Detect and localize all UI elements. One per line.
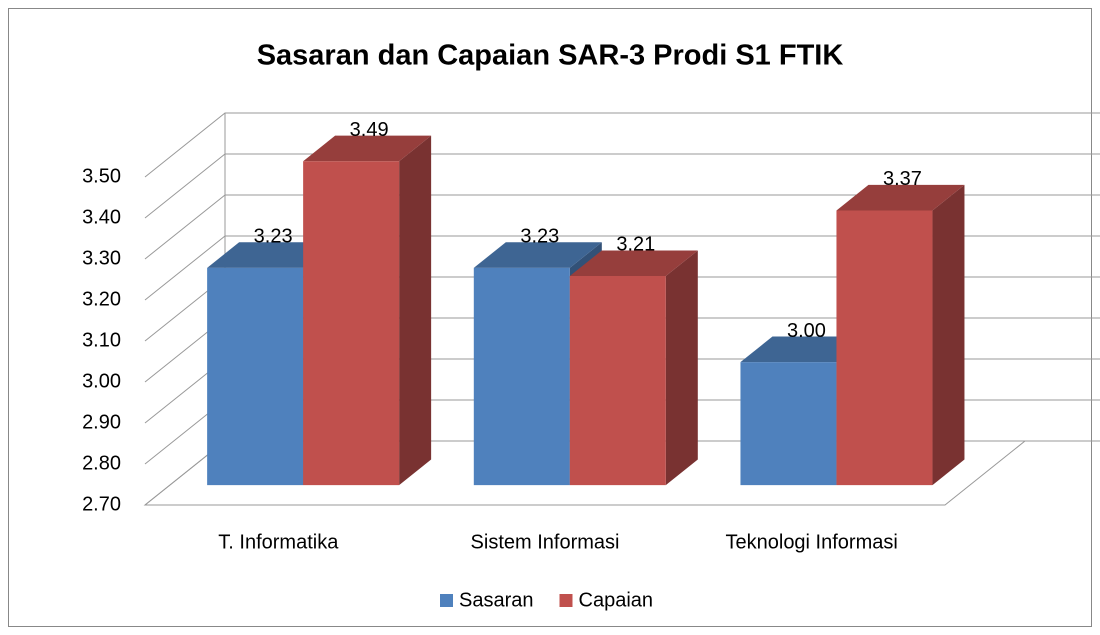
data-label: 3.49: [350, 119, 389, 141]
bar-front: [473, 267, 570, 486]
bar: [836, 184, 965, 486]
bar-top: [569, 250, 698, 277]
legend-label: Sasaran: [459, 589, 534, 611]
y-tick-label: 2.80: [82, 452, 121, 474]
y-tick-label: 2.90: [82, 411, 121, 433]
grid-line: [144, 235, 1100, 301]
y-tick-label: 3.10: [82, 329, 121, 351]
data-label: 3.00: [787, 320, 826, 342]
bar-side: [665, 250, 698, 486]
bar-side: [932, 184, 965, 486]
data-label: 3.21: [616, 234, 655, 256]
data-label: 3.23: [520, 226, 559, 248]
data-label: 3.37: [883, 168, 922, 190]
y-tick-label: 3.20: [82, 288, 121, 310]
bar-front: [569, 276, 666, 486]
legend-label: Capaian: [579, 589, 654, 611]
grid-line: [144, 153, 1100, 219]
x-tick-label: Teknologi Informasi: [726, 531, 898, 553]
bar-side: [399, 135, 432, 486]
bar-top: [473, 242, 602, 268]
grid-line: [144, 194, 1100, 260]
data-label: 3.23: [254, 226, 293, 248]
bar: [569, 250, 698, 486]
bar-front: [303, 161, 400, 486]
x-tick-label: Sistem Informasi: [471, 531, 620, 553]
y-tick-label: 3.30: [82, 247, 121, 269]
y-tick-label: 3.50: [82, 165, 121, 187]
bar-top: [303, 135, 432, 162]
legend-swatch: [440, 594, 453, 607]
bar-front: [740, 362, 837, 486]
bar-front: [207, 267, 304, 486]
bar-front: [836, 210, 933, 486]
legend-swatch: [559, 594, 573, 607]
bar: [303, 135, 432, 486]
y-tick-label: 3.40: [82, 206, 121, 228]
bar-top: [836, 184, 965, 211]
y-tick-label: 2.70: [82, 493, 121, 515]
x-tick-label: T. Informatika: [218, 531, 339, 553]
y-tick-label: 3.00: [82, 370, 121, 392]
grid-line: [144, 112, 1100, 178]
chart-title: Sasaran dan Capaian SAR-3 Prodi S1 FTIK: [257, 40, 844, 72]
